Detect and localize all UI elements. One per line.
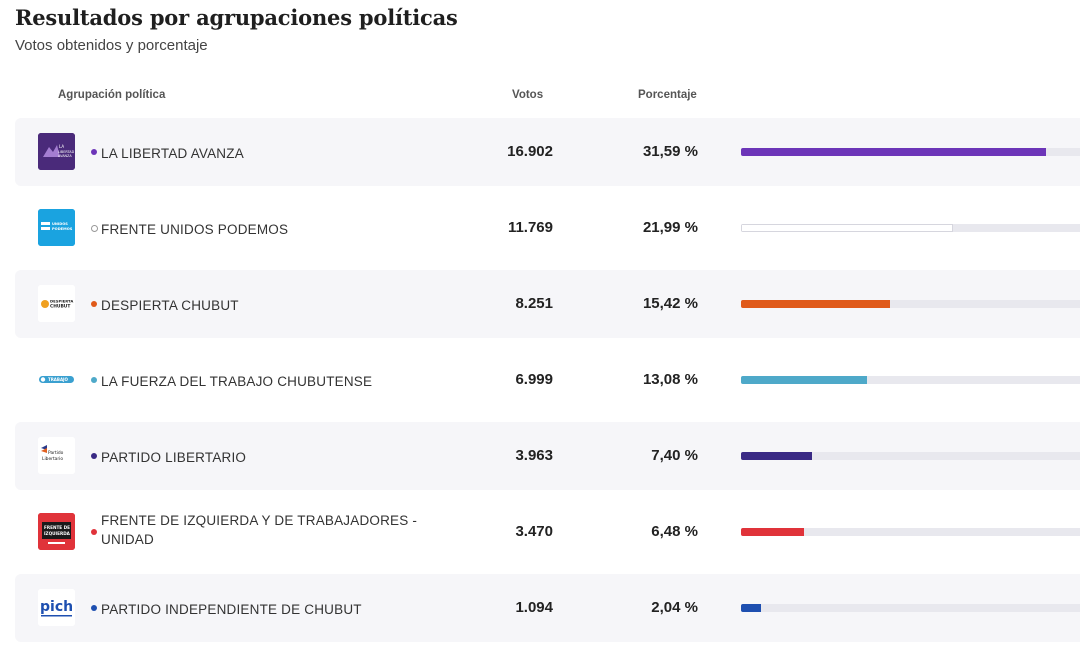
svg-text:FRENTE DE: FRENTE DE: [44, 525, 70, 530]
party-color-dot: [91, 377, 97, 383]
table-row: Partido Libertario PARTIDO LIBERTARIO 3.…: [15, 422, 1080, 490]
despierta-chubut-logo: DESPIERTA CHUBUT: [38, 285, 75, 322]
table-row: UNIDOS PODEMOS FRENTE UNIDOS PODEMOS 11.…: [15, 194, 1080, 262]
frente-unidos-podemos-logo: UNIDOS PODEMOS: [38, 209, 75, 246]
svg-text:Libertario: Libertario: [42, 456, 63, 462]
percentage-value: 6,48 %: [651, 523, 698, 540]
party-name: LA FUERZA DEL TRABAJO CHUBUTENSE: [101, 374, 373, 389]
svg-text:UNIDOS: UNIDOS: [52, 222, 68, 226]
party-name: LA LIBERTAD AVANZA: [101, 146, 244, 161]
percentage-bar: [741, 224, 1080, 232]
frente-de-izquierda-logo: FRENTE DE IZQUIERDA: [38, 513, 75, 550]
pich-logo: pich: [38, 589, 75, 626]
percentage-value: 21,99 %: [642, 219, 698, 236]
table-row: pich PARTIDO INDEPENDIENTE DE CHUBUT 1.0…: [15, 574, 1080, 642]
party-color-dot: [91, 529, 97, 535]
svg-text:CHUBUT: CHUBUT: [50, 304, 70, 310]
percentage-bar-fill: [741, 224, 953, 232]
party-name: FRENTE DE IZQUIERDA Y DE TRABAJADORES - …: [101, 513, 418, 547]
votes-value: 16.902: [507, 143, 553, 160]
column-header-percentage: Porcentaje: [638, 89, 697, 101]
table-row: TRABAJO LA FUERZA DEL TRABAJO CHUBUTENSE…: [15, 346, 1080, 414]
table-row: LA LIBERTAD AVANZA LA LIBERTAD AVANZA 16…: [15, 118, 1080, 186]
percentage-bar-fill: [741, 376, 867, 384]
party-color-dot: [91, 225, 98, 232]
svg-text:TRABAJO: TRABAJO: [48, 377, 69, 382]
percentage-value: 15,42 %: [642, 295, 698, 312]
percentage-bar: [741, 300, 1080, 308]
percentage-value: 31,59 %: [642, 143, 698, 160]
svg-text:PODEMOS: PODEMOS: [52, 227, 73, 231]
party-name: PARTIDO LIBERTARIO: [101, 450, 247, 465]
percentage-bar-fill: [741, 148, 1046, 156]
votes-value: 3.963: [515, 447, 553, 464]
percentage-bar: [741, 376, 1080, 384]
results-subtitle: Votos obtenidos y porcentaje: [15, 37, 208, 54]
table-row: FRENTE DE IZQUIERDA FRENTE DE IZQUIERDA …: [15, 498, 1080, 566]
svg-text:IZQUIERDA: IZQUIERDA: [44, 531, 71, 536]
la-libertad-avanza-logo: LA LIBERTAD AVANZA: [38, 133, 75, 170]
percentage-bar: [741, 452, 1080, 460]
partido-libertario-logo: Partido Libertario: [38, 437, 75, 474]
percentage-value: 2,04 %: [651, 599, 698, 616]
party-color-dot: [91, 605, 97, 611]
votes-value: 6.999: [515, 371, 553, 388]
party-color-dot: [91, 149, 97, 155]
percentage-bar: [741, 528, 1080, 536]
party-name: FRENTE UNIDOS PODEMOS: [101, 222, 289, 237]
column-header-party: Agrupación política: [58, 89, 166, 101]
party-color-dot: [91, 301, 97, 307]
party-color-dot: [91, 453, 97, 459]
svg-text:pich: pich: [40, 599, 73, 615]
svg-text:LA: LA: [59, 144, 64, 149]
votes-value: 3.470: [515, 523, 553, 540]
results-table: LA LIBERTAD AVANZA LA LIBERTAD AVANZA 16…: [15, 118, 1080, 650]
votes-value: 8.251: [515, 295, 553, 312]
column-header-votes: Votos: [512, 89, 544, 101]
party-name: DESPIERTA CHUBUT: [101, 298, 239, 313]
percentage-bar-fill: [741, 300, 890, 308]
party-name: PARTIDO INDEPENDIENTE DE CHUBUT: [101, 602, 362, 617]
percentage-bar: [741, 148, 1080, 156]
percentage-bar-fill: [741, 604, 761, 612]
results-title: Resultados por agrupaciones políticas: [15, 5, 458, 30]
table-row: DESPIERTA CHUBUT DESPIERTA CHUBUT 8.251 …: [15, 270, 1080, 338]
fuerza-del-trabajo-logo: TRABAJO: [38, 361, 75, 398]
percentage-bar: [741, 604, 1080, 612]
percentage-bar-fill: [741, 452, 812, 460]
percentage-bar-fill: [741, 528, 804, 536]
svg-text:Partido: Partido: [48, 450, 64, 456]
percentage-value: 7,40 %: [651, 447, 698, 464]
percentage-value: 13,08 %: [642, 371, 698, 388]
svg-text:LIBERTAD: LIBERTAD: [58, 150, 75, 154]
votes-value: 1.094: [515, 599, 553, 616]
votes-value: 11.769: [507, 219, 553, 236]
svg-text:AVANZA: AVANZA: [58, 154, 72, 158]
svg-text:DESPIERTA: DESPIERTA: [50, 299, 73, 304]
